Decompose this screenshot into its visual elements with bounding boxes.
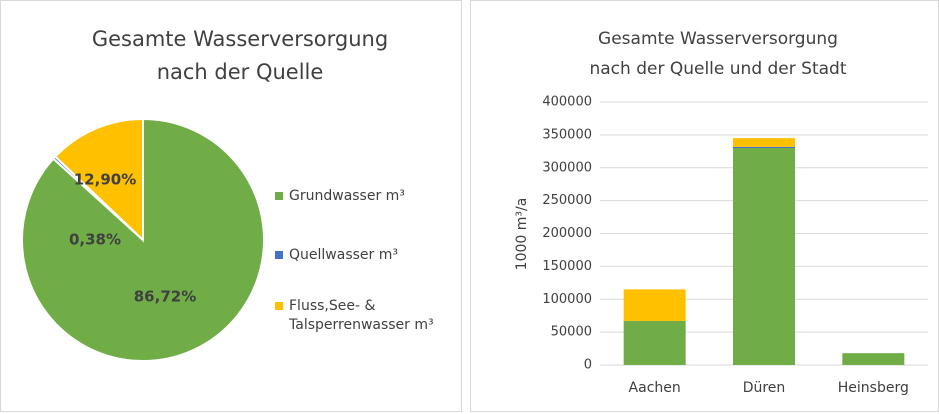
bar-segment — [842, 353, 905, 365]
pie-slice — [53, 117, 144, 243]
bar-segment — [733, 148, 795, 365]
pie-panel — [0, 0, 462, 412]
y-tick-label: 0 — [584, 358, 592, 373]
y-tick-label: 100000 — [542, 292, 592, 307]
bar-segment — [733, 146, 795, 149]
data-label: 86,72% — [134, 288, 196, 306]
y-tick-label: 50000 — [551, 325, 592, 340]
legend-entry: Grundwasser m³ — [275, 187, 464, 206]
chart-title: Gesamte Wasserversorgung — [92, 27, 388, 51]
y-tick-label: 350000 — [542, 127, 592, 142]
y-tick-label: 250000 — [542, 193, 592, 208]
y-tick-label: 300000 — [542, 160, 592, 175]
x-tick-label: Düren — [743, 380, 786, 396]
y-tick-label: 200000 — [542, 226, 592, 241]
legend-swatch — [275, 251, 283, 259]
x-tick-label: Aachen — [629, 380, 681, 396]
legend-entry: Quellwasser m³ — [275, 246, 464, 265]
y-axis-label: 1000 m³/a — [514, 198, 530, 271]
bar-segment — [623, 289, 686, 321]
legend-swatch — [275, 302, 283, 310]
y-tick-label: 150000 — [542, 259, 592, 274]
legend-entry: Fluss,See- & Talsperrenwasser m³ — [275, 297, 464, 335]
chart-title: nach der Quelle — [157, 60, 324, 84]
bar-segment — [733, 138, 795, 147]
bar-segment — [623, 320, 686, 365]
y-tick-label: 400000 — [542, 95, 592, 110]
legend-swatch — [275, 192, 283, 200]
x-tick-label: Heinsberg — [838, 380, 909, 396]
chart-title: Gesamte Wasserversorgung — [598, 29, 838, 49]
chart-title: nach der Quelle und der Stadt — [589, 59, 846, 79]
data-label: 12,90% — [74, 171, 136, 189]
data-label: 0,38% — [69, 231, 121, 249]
